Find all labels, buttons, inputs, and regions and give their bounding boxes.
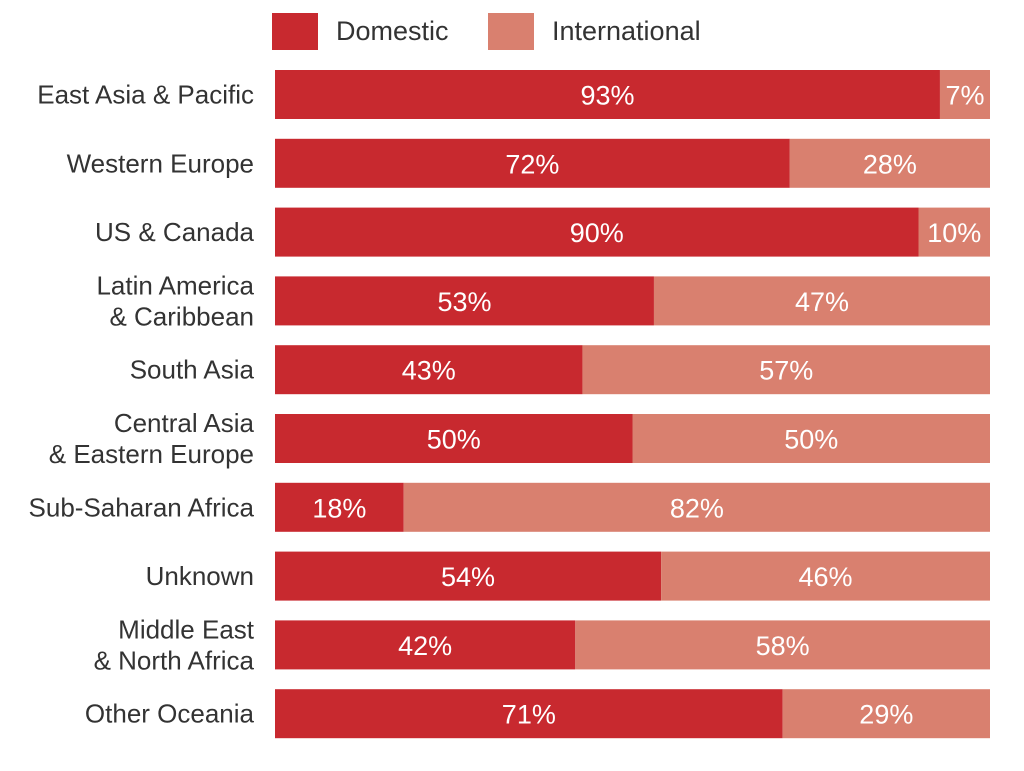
value-label-domestic-western-europe: 72%: [505, 149, 559, 179]
bar-domestic-latin-america-and-caribbean: [275, 276, 654, 326]
value-label-international-south-asia: 57%: [759, 356, 813, 386]
value-label-international-central-asia-and-eastern-europe: 50%: [784, 425, 838, 455]
category-label-unknown: Unknown: [146, 561, 254, 591]
value-label-domestic-sub-saharan-africa: 18%: [312, 493, 366, 523]
legend-swatch-domestic: [272, 13, 318, 50]
value-label-international-latin-america-and-caribbean: 47%: [795, 287, 849, 317]
value-label-domestic-central-asia-and-eastern-europe: 50%: [427, 425, 481, 455]
value-label-international-western-europe: 28%: [863, 149, 917, 179]
bar-domestic-east-asia-and-pacific: [275, 70, 940, 119]
value-label-domestic-us-and-canada: 90%: [570, 218, 624, 248]
value-label-international-unknown: 46%: [799, 562, 853, 592]
legend-label-domestic: Domestic: [336, 16, 449, 46]
value-label-international-us-and-canada: 10%: [927, 218, 981, 248]
bar-international-central-asia-and-eastern-europe: [632, 414, 990, 463]
bar-domestic-middle-east-and-north-africa: [275, 620, 576, 670]
category-label-middle-east-and-north-africa: Middle East & North Africa: [94, 614, 255, 675]
value-label-international-middle-east-and-north-africa: 58%: [756, 631, 810, 661]
value-label-domestic-other-oceania: 71%: [502, 700, 556, 730]
category-label-latin-america-and-caribbean: Latin America & Caribbean: [96, 270, 254, 331]
value-label-domestic-latin-america-and-caribbean: 53%: [437, 287, 491, 317]
bar-domestic-central-asia-and-eastern-europe: [275, 414, 633, 463]
value-label-international-other-oceania: 29%: [859, 700, 913, 730]
category-label-other-oceania: Other Oceania: [85, 699, 255, 729]
bar-domestic-other-oceania: [275, 689, 783, 739]
value-label-domestic-east-asia-and-pacific: 93%: [580, 81, 634, 111]
value-label-domestic-unknown: 54%: [441, 562, 495, 592]
bar-international-unknown: [661, 551, 990, 601]
value-label-domestic-middle-east-and-north-africa: 42%: [398, 631, 452, 661]
category-axis-labels: East Asia & Pacific Western Europe US & Ca…: [29, 80, 255, 729]
category-label-western-europe: Western Europe: [67, 148, 254, 178]
bar-international-western-europe: [789, 138, 990, 188]
bar-domestic-south-asia: [275, 345, 583, 395]
bar-international-south-asia: [582, 345, 990, 395]
bar-international-other-oceania: [782, 689, 990, 739]
category-label-us-and-canada: US & Canada: [95, 217, 255, 247]
category-label-central-asia-and-eastern-europe: Central Asia & Eastern Europe: [49, 408, 255, 469]
category-label-sub-saharan-africa: Sub-Saharan Africa: [29, 492, 255, 522]
legend-swatch-international: [488, 13, 534, 50]
bar-domestic-sub-saharan-africa: [275, 482, 404, 532]
value-label-international-east-asia-and-pacific: 7%: [945, 81, 984, 111]
category-label-south-asia: South Asia: [130, 355, 255, 385]
bar-international-middle-east-and-north-africa: [575, 620, 990, 670]
value-label-domestic-south-asia: 43%: [402, 356, 456, 386]
bar-domestic-us-and-canada: [275, 207, 919, 257]
legend: Domestic International: [272, 13, 701, 50]
bar-international-east-asia-and-pacific: [939, 70, 990, 119]
bar-domestic-western-europe: [275, 138, 790, 188]
value-label-international-sub-saharan-africa: 82%: [670, 493, 724, 523]
bar-domestic-unknown: [275, 551, 662, 601]
bars: [275, 70, 990, 739]
value-labels: 93% 7% 72% 28% 90% 10% 53% 47% 43% 57% 50% 50% 18% 82…: [312, 81, 984, 730]
bar-international-us-and-canada: [918, 207, 990, 257]
bar-international-latin-america-and-caribbean: [653, 276, 990, 326]
bar-international-sub-saharan-africa: [403, 482, 990, 532]
legend-label-international: International: [552, 16, 701, 46]
category-label-east-asia-and-pacific: East Asia & Pacific: [37, 80, 254, 110]
